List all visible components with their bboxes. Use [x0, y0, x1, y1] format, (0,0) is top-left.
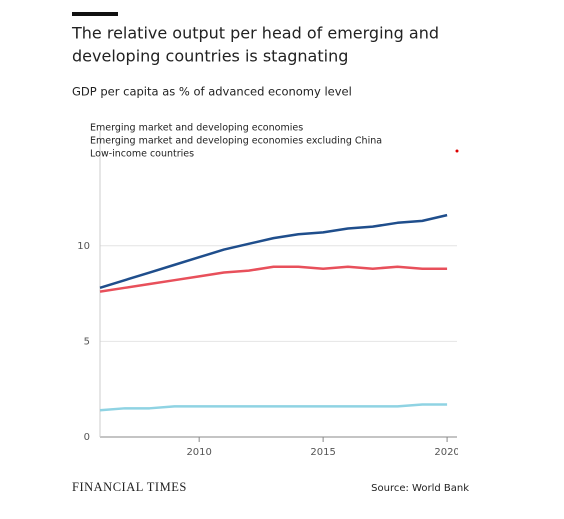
series-line: [99, 403, 448, 412]
legend-entry: Emerging market and developing economies: [90, 123, 303, 134]
dot: [455, 149, 459, 153]
y-tick-label: 0: [84, 432, 90, 443]
chart-title: The relative output per head of emerging…: [71, 24, 439, 43]
chart-title-cont: developing countries is stagnating: [72, 47, 348, 66]
plot: 2010 2015 2020: [186, 447, 459, 458]
x-tick-label: 2020: [434, 447, 459, 458]
y-tick-label: 5: [84, 336, 90, 347]
series-line: [99, 213, 448, 290]
series-line: [99, 265, 448, 293]
x-tick-label: 2015: [310, 447, 335, 458]
source: Source: World Bank: [371, 483, 469, 494]
legend-entry: Emerging market and developing economies…: [90, 136, 382, 147]
accent-bar: [72, 12, 118, 16]
chart-subtitle: GDP per capita as % of advanced economy …: [72, 85, 352, 99]
y-tick-label: 10: [77, 241, 90, 252]
brand: FINANCIAL TIMES: [72, 480, 187, 494]
legend-entry: Low-income countries: [90, 149, 194, 160]
x-tick-label: 2010: [186, 447, 211, 458]
